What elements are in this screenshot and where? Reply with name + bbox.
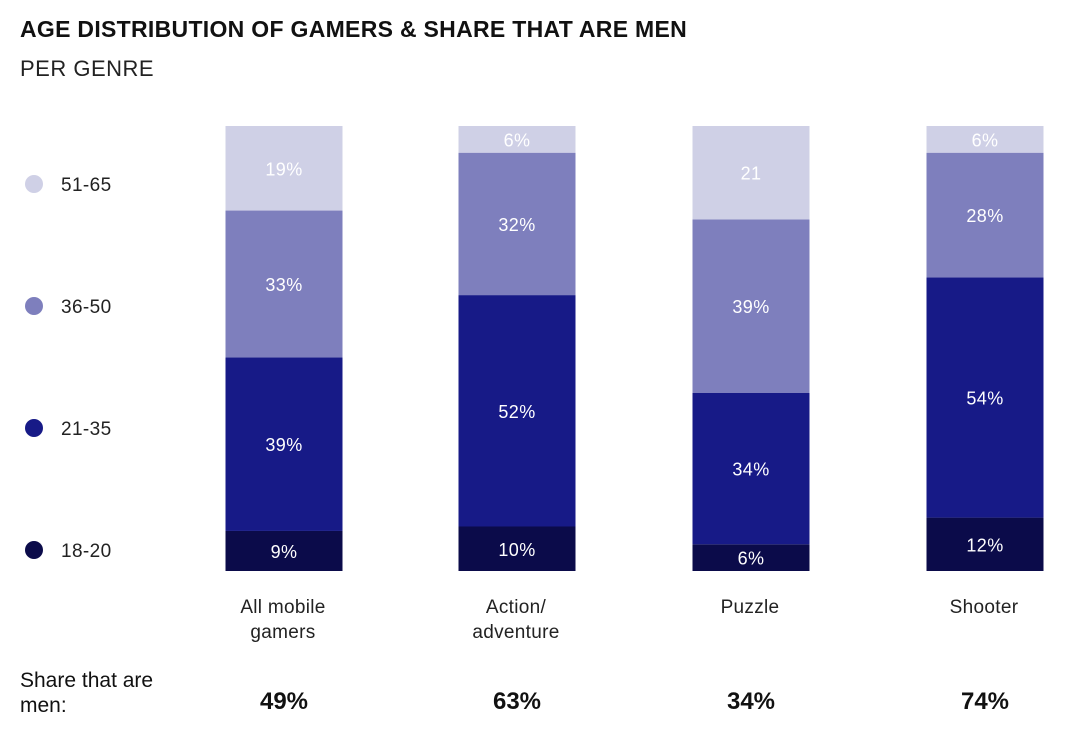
bar-segment-18-20-2 [692, 544, 810, 571]
bar-segment-18-20-1 [458, 526, 576, 571]
bar-segment-label: 6% [504, 130, 531, 150]
bar-segment-21-35-1 [458, 295, 576, 527]
legend-label-21-35: 21-35 [61, 419, 112, 440]
bars: 9% 39% 33% 19% 10% 52% 32% 6% 6% 34% 39% 21 12% 54% 28… [225, 126, 1044, 571]
bar-segment-label: 10% [498, 540, 535, 560]
category-label: Shooter [950, 597, 1019, 618]
bar-segment-label: 52% [498, 402, 535, 422]
bar-segment-21-35-3 [926, 277, 1044, 518]
bar-segment-18-20-3 [926, 517, 1044, 571]
bar-segment-18-20-0 [225, 530, 343, 571]
bar-segment-label: 33% [265, 275, 302, 295]
category-label: Action/ [486, 597, 547, 618]
chart-title: AGE DISTRIBUTION OF GAMERS & SHARE THAT … [20, 16, 688, 42]
bar-segment-51-65-2 [692, 126, 810, 220]
bar-segment-label: 28% [966, 206, 1003, 226]
bar-segment-label: 39% [732, 297, 769, 317]
bar-segment-label: 6% [738, 549, 765, 569]
bar-segment-51-65-1 [458, 126, 576, 153]
bar-segment-label: 39% [265, 435, 302, 455]
category-label: All mobile [240, 597, 325, 618]
bar-segment-label: 54% [966, 388, 1003, 408]
legend-label-18-20: 18-20 [61, 541, 112, 562]
legend-label-51-65: 51-65 [61, 175, 112, 196]
share-values: 49% 63% 34% 74% [260, 688, 1009, 715]
bar-segment-label: 9% [271, 542, 298, 562]
share-value: 63% [493, 688, 541, 715]
share-label: Share that are men: [20, 669, 154, 717]
bar-segment-label: 6% [972, 130, 999, 150]
legend: 51-65 36-50 21-35 18-20 [25, 175, 112, 562]
legend-swatch-21-35 [25, 419, 43, 437]
bar-segment-label: 32% [498, 215, 535, 235]
category-label: gamers [250, 622, 315, 643]
legend-swatch-18-20 [25, 541, 43, 559]
bar-segment-label: 34% [732, 460, 769, 480]
share-value: 34% [727, 688, 775, 715]
share-value: 49% [260, 688, 308, 715]
bar-segment-36-50-0 [225, 210, 343, 358]
bar-segment-36-50-1 [458, 152, 576, 296]
bar-segment-21-35-2 [692, 393, 810, 545]
bar-segment-label: 21 [741, 164, 762, 184]
legend-label-36-50: 36-50 [61, 297, 112, 318]
category-label: Puzzle [721, 597, 780, 618]
chart-subtitle: PER GENRE [20, 56, 155, 81]
bar-segment-36-50-2 [692, 219, 810, 393]
legend-swatch-36-50 [25, 297, 43, 315]
bar-segment-36-50-3 [926, 152, 1044, 278]
bar-segment-51-65-0 [225, 126, 343, 211]
bar-segment-label: 19% [265, 159, 302, 179]
bar-segment-21-35-0 [225, 357, 343, 531]
category-labels: All mobile gamers Action/adventure Puzzle Sh… [240, 597, 1018, 643]
share-value: 74% [961, 688, 1009, 715]
legend-swatch-51-65 [25, 175, 43, 193]
bar-segment-51-65-3 [926, 126, 1044, 153]
bar-segment-label: 12% [966, 535, 1003, 555]
category-label: adventure [472, 622, 559, 643]
